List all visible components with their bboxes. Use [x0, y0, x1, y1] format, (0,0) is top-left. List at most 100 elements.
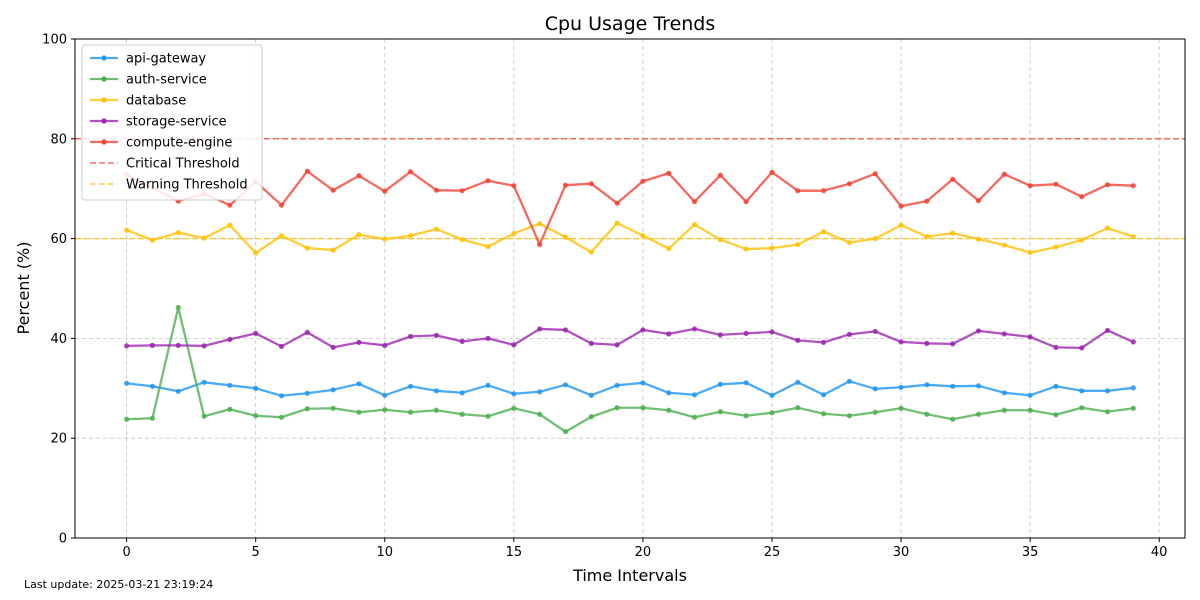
legend-item-auth-service: auth-service: [90, 73, 207, 88]
storage-service-point: [1104, 327, 1111, 334]
database-point: [1027, 249, 1033, 256]
compute-engine-point: [821, 188, 827, 194]
x-tick-label: 15: [506, 545, 523, 560]
compute-engine-point: [1053, 181, 1059, 187]
chart-title: Cpu Usage Trends: [545, 13, 716, 35]
compute-engine-point: [1027, 183, 1033, 189]
storage-service-point: [1027, 334, 1033, 340]
storage-service-point: [356, 339, 362, 345]
x-tick-label: 40: [1151, 545, 1168, 560]
storage-service-point: [614, 342, 620, 348]
auth-service-point: [382, 407, 388, 413]
auth-service-point: [1027, 407, 1033, 413]
storage-service-point: [511, 342, 517, 348]
api-gateway-point: [1104, 388, 1111, 394]
storage-service-point: [562, 327, 569, 333]
api-gateway-point: [846, 378, 853, 384]
storage-service-point: [382, 342, 388, 348]
auth-service-point: [124, 416, 130, 422]
storage-service-point: [175, 342, 181, 348]
legend-marker: [101, 118, 107, 124]
legend-item-critical-threshold: Critical Threshold: [90, 157, 240, 172]
auth-service-point: [511, 405, 517, 411]
legend-label: auth-service: [126, 73, 207, 88]
storage-service-point: [227, 336, 233, 342]
api-gateway-line: [126, 380, 1134, 397]
database-point: [201, 235, 207, 241]
y-tick-label: 0: [59, 532, 67, 547]
storage-service-point: [1079, 345, 1085, 351]
storage-service-point: [821, 339, 827, 345]
auth-service-point: [175, 304, 181, 311]
auth-service-point: [459, 411, 465, 417]
auth-service-point: [691, 414, 698, 420]
x-axis-label: Time Intervals: [572, 566, 687, 585]
storage-service-point: [537, 326, 543, 332]
x-tick-label: 10: [376, 545, 393, 560]
database-point: [821, 229, 827, 235]
storage-service-point: [1130, 339, 1136, 345]
compute-engine-point: [330, 187, 336, 193]
database-point: [795, 241, 801, 248]
auth-service-point: [924, 411, 930, 417]
database-point: [562, 234, 569, 240]
compute-engine-point: [614, 200, 620, 206]
y-tick-label: 40: [50, 332, 67, 347]
x-tick-label: 20: [635, 545, 652, 560]
compute-engine-point: [1001, 171, 1007, 177]
auth-service-point: [717, 409, 723, 415]
legend-marker: [101, 139, 107, 145]
auth-service-point: [278, 414, 285, 420]
legend-label: Warning Threshold: [126, 178, 248, 193]
storage-service-point: [769, 329, 775, 335]
storage-service-point: [407, 333, 414, 339]
api-gateway-point: [149, 383, 156, 389]
database-point: [407, 233, 414, 239]
api-gateway-point: [382, 392, 388, 398]
api-gateway-point: [201, 379, 207, 385]
compute-engine-point: [1104, 182, 1111, 188]
database-point: [872, 236, 878, 242]
storage-service-point: [640, 327, 646, 333]
auth-service-point: [1001, 407, 1007, 413]
api-gateway-point: [691, 392, 698, 398]
api-gateway-point: [898, 384, 904, 390]
storage-service-point: [743, 330, 749, 337]
compute-engine-point: [898, 203, 904, 209]
legend-label: api-gateway: [126, 52, 206, 67]
api-gateway-point: [717, 381, 723, 387]
compute-engine-point: [537, 241, 543, 248]
database-line: [126, 221, 1134, 255]
api-gateway-point: [278, 393, 285, 399]
api-gateway-point: [562, 382, 569, 388]
legend-marker: [101, 97, 107, 103]
storage-service-series: [124, 326, 1136, 351]
storage-service-point: [330, 344, 336, 350]
database-point: [769, 245, 775, 251]
compute-engine-point: [1079, 194, 1085, 200]
api-gateway-point: [821, 392, 827, 398]
api-gateway-point: [1027, 392, 1033, 398]
database-point: [1130, 234, 1136, 240]
auth-service-point: [330, 405, 336, 411]
auth-service-point: [149, 415, 156, 421]
auth-service-point: [201, 413, 207, 419]
api-gateway-point: [872, 386, 878, 392]
database-point: [304, 245, 310, 251]
storage-service-point: [717, 332, 723, 338]
auth-service-point: [253, 413, 259, 419]
storage-service-point: [872, 328, 878, 335]
compute-engine-point: [227, 202, 233, 208]
auth-service-point: [304, 406, 310, 412]
compute-engine-point: [769, 169, 775, 175]
auth-service-point: [588, 414, 594, 420]
api-gateway-point: [227, 382, 233, 388]
database-point: [511, 231, 517, 237]
y-tick-label: 60: [50, 232, 67, 247]
compute-engine-point: [278, 202, 285, 208]
plot-frame: [74, 38, 1186, 539]
y-tick-label: 20: [50, 432, 67, 447]
legend-box: [81, 44, 263, 201]
api-gateway-point: [330, 387, 336, 393]
